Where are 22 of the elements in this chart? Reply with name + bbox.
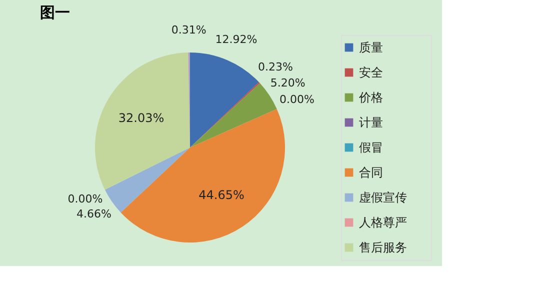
text: 0.00% bbox=[279, 93, 314, 106]
legend-label: 安全 bbox=[359, 66, 383, 80]
chart-title: 图一 bbox=[40, 4, 70, 22]
data-label: 4.66% bbox=[76, 207, 112, 220]
text: 0.00% bbox=[68, 192, 103, 206]
data-label: 32.03% bbox=[118, 110, 164, 125]
legend-label: 假冒 bbox=[359, 140, 383, 154]
legend-label: 合同 bbox=[359, 166, 383, 180]
legend-label: 质量 bbox=[359, 40, 383, 54]
pie-slice bbox=[95, 52, 190, 190]
legend-label: 售后服务 bbox=[359, 240, 407, 254]
data-label: 44.65% bbox=[198, 188, 244, 202]
pie-slice bbox=[120, 108, 285, 242]
data-label: 5.20% bbox=[270, 76, 306, 90]
pie-slice bbox=[190, 52, 259, 148]
legend-label: 人格尊严 bbox=[359, 216, 407, 230]
legend-label: 计量 bbox=[359, 116, 383, 130]
legend-label: 虚假宣传 bbox=[359, 190, 407, 204]
data-label: 0.23% bbox=[258, 60, 293, 74]
legend-label: 价格 bbox=[358, 90, 383, 104]
data-label: 0.31% bbox=[171, 24, 206, 37]
data-label: 12.92% bbox=[215, 33, 258, 46]
